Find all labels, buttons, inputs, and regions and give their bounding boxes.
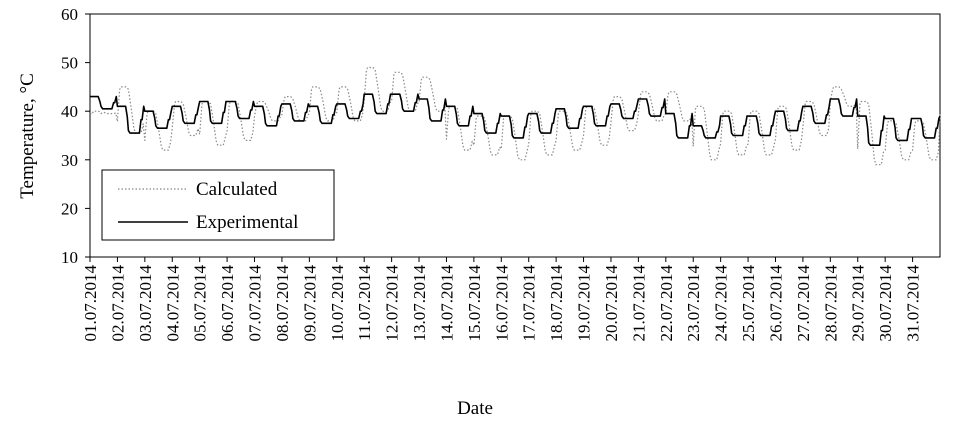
x-tick-label: 28.07.2014 [821, 265, 840, 342]
x-tick-label: 11.07.2014 [355, 265, 374, 341]
y-tick-label: 20 [61, 199, 78, 218]
legend: Calculated Experimental [101, 169, 335, 241]
x-tick-label: 04.07.2014 [163, 265, 182, 342]
x-tick-label: 26.07.2014 [766, 265, 785, 342]
x-tick-label: 15.07.2014 [465, 265, 484, 342]
y-axis-ticks: 10 20 30 40 50 60 [61, 5, 90, 267]
x-tick-label: 25.07.2014 [739, 265, 758, 342]
x-tick-label: 16.07.2014 [492, 265, 511, 342]
x-tick-label: 07.07.2014 [246, 265, 265, 342]
x-tick-label: 08.07.2014 [273, 265, 292, 342]
x-tick-label: 01.07.2014 [81, 265, 100, 342]
x-axis-ticks: 01.07.2014 02.07.2014 03.07.2014 04.07.2014… [81, 257, 923, 342]
plot-area [89, 13, 941, 258]
x-tick-label: 17.07.2014 [520, 265, 539, 342]
legend-box [101, 169, 335, 241]
y-tick-label: 40 [61, 102, 78, 121]
x-tick-label: 10.07.2014 [328, 265, 347, 342]
x-tick-label: 03.07.2014 [136, 265, 155, 342]
y-axis-title: Temperature, °C [17, 73, 38, 199]
legend-label-experimental: Experimental [196, 212, 298, 233]
series-layer [89, 66, 941, 166]
y-tick-label: 60 [61, 5, 78, 24]
y-tick-label: 50 [61, 54, 78, 73]
x-tick-label: 13.07.2014 [410, 265, 429, 342]
x-tick-label: 30.07.2014 [876, 265, 895, 342]
x-tick-label: 06.07.2014 [218, 265, 237, 342]
x-tick-label: 19.07.2014 [575, 265, 594, 342]
series-line-calculated [89, 66, 941, 166]
x-tick-label: 18.07.2014 [547, 265, 566, 342]
x-tick-label: 12.07.2014 [383, 265, 402, 342]
x-tick-label: 29.07.2014 [849, 265, 868, 342]
x-tick-label: 02.07.2014 [108, 265, 127, 342]
x-tick-label: 05.07.2014 [191, 265, 210, 342]
x-tick-label: 31.07.2014 [904, 265, 923, 342]
y-tick-label: 30 [61, 151, 78, 170]
x-tick-label: 14.07.2014 [437, 265, 456, 342]
legend-label-calculated: Calculated [196, 179, 278, 200]
x-tick-label: 09.07.2014 [300, 265, 319, 342]
plot-frame [89, 13, 941, 258]
x-tick-label: 27.07.2014 [794, 265, 813, 342]
x-axis-title: Date [457, 398, 493, 419]
x-tick-label: 24.07.2014 [712, 265, 731, 342]
x-tick-label: 21.07.2014 [629, 265, 648, 342]
y-tick-label: 10 [61, 248, 78, 267]
x-tick-label: 20.07.2014 [602, 265, 621, 342]
x-tick-label: 22.07.2014 [657, 265, 676, 342]
series-line-experimental [90, 93, 941, 146]
x-tick-label: 23.07.2014 [684, 265, 703, 342]
